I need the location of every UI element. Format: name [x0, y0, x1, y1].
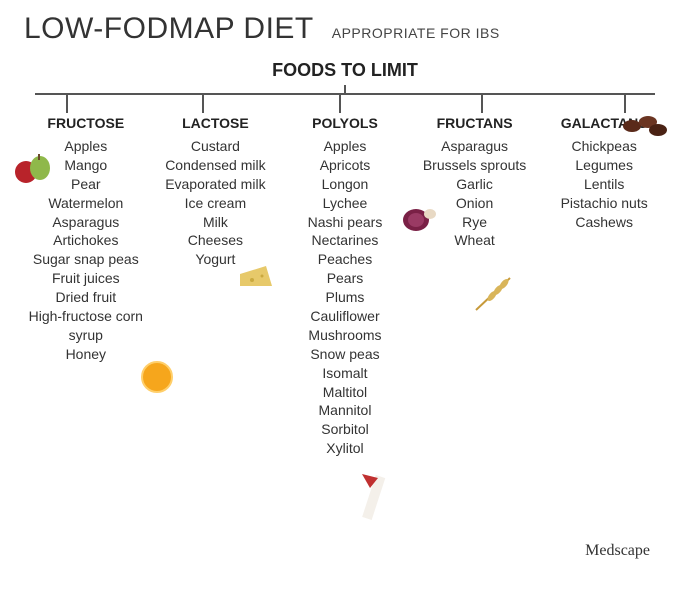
list-item: Sorbitol: [282, 420, 408, 439]
list-item: Onion: [412, 194, 538, 213]
tree-connector: [35, 85, 655, 115]
category-column: LACTOSE CustardCondensed milkEvaporated m…: [151, 115, 281, 458]
list-item: Maltitol: [282, 383, 408, 402]
category-title: FRUCTOSE: [23, 115, 149, 131]
list-item: Apricots: [282, 156, 408, 175]
page-title: LOW-FODMAP DIET: [24, 12, 314, 46]
list-item: Snow peas: [282, 345, 408, 364]
category-title: LACTOSE: [153, 115, 279, 131]
list-item: Condensed milk: [153, 156, 279, 175]
section-header: FOODS TO LIMIT: [0, 60, 690, 81]
list-item: Garlic: [412, 175, 538, 194]
list-item: Brussels sprouts: [412, 156, 538, 175]
category-title: GALACTANS: [541, 115, 667, 131]
category-title: FRUCTANS: [412, 115, 538, 131]
list-item: Dried fruit: [23, 288, 149, 307]
list-item: Yogurt: [153, 250, 279, 269]
list-item: Apples: [282, 137, 408, 156]
list-item: Sugar snap peas: [23, 250, 149, 269]
category-column: POLYOLS ApplesApricotsLongonLycheeNashi p…: [280, 115, 410, 458]
list-item: Plums: [282, 288, 408, 307]
list-item: Fruit juices: [23, 269, 149, 288]
columns-container: FRUCTOSEApplesMangoPearWatermelonAsparag…: [15, 115, 675, 458]
list-item: Lentils: [541, 175, 667, 194]
list-item: Milk: [153, 213, 279, 232]
list-item: Artichokes: [23, 231, 149, 250]
list-item: Pear: [23, 175, 149, 194]
list-item: Lychee: [282, 194, 408, 213]
candy-icon: [350, 470, 400, 530]
list-item: Peaches: [282, 250, 408, 269]
list-item: Longon: [282, 175, 408, 194]
list-item: Pears: [282, 269, 408, 288]
page-subtitle: APPROPRIATE FOR IBS: [332, 25, 500, 41]
category-column: FRUCTANS AsparagusBrussels sproutsGarlicO…: [410, 115, 540, 458]
list-item: Nashi pears: [282, 213, 408, 232]
list-item: Rye: [412, 213, 538, 232]
list-item: Pistachio nuts: [541, 194, 667, 213]
category-column: GALACTANS ChickpeasLegumesLentilsPistachi…: [539, 115, 669, 458]
list-item: Mushrooms: [282, 326, 408, 345]
list-item: Asparagus: [23, 213, 149, 232]
list-item: Legumes: [541, 156, 667, 175]
list-item: Watermelon: [23, 194, 149, 213]
attribution-logo: Medscape: [585, 542, 650, 560]
list-item: Nectarines: [282, 231, 408, 250]
list-item: Evaporated milk: [153, 175, 279, 194]
category-title: POLYOLS: [282, 115, 408, 131]
list-item: Honey: [23, 345, 149, 364]
list-item: Cashews: [541, 213, 667, 232]
list-item: Cauliflower: [282, 307, 408, 326]
list-item: Custard: [153, 137, 279, 156]
list-item: Mannitol: [282, 401, 408, 420]
category-column: FRUCTOSE ApplesMangoPearWatermelonAsparag…: [21, 115, 151, 458]
list-item: Mango: [23, 156, 149, 175]
list-item: Wheat: [412, 231, 538, 250]
list-item: Isomalt: [282, 364, 408, 383]
list-item: Xylitol: [282, 439, 408, 458]
list-item: Apples: [23, 137, 149, 156]
list-item: Asparagus: [412, 137, 538, 156]
list-item: Chickpeas: [541, 137, 667, 156]
list-item: Cheeses: [153, 231, 279, 250]
list-item: High-fructose corn syrup: [23, 307, 149, 345]
list-item: Ice cream: [153, 194, 279, 213]
